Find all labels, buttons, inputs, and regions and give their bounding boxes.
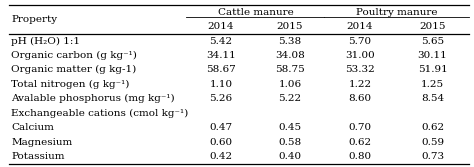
Text: Avalable phosphorus (mg kg⁻¹): Avalable phosphorus (mg kg⁻¹) (11, 94, 175, 103)
Text: Cattle manure: Cattle manure (218, 8, 293, 17)
Text: 34.08: 34.08 (275, 51, 305, 60)
Text: 0.62: 0.62 (348, 138, 372, 146)
Text: Potassium: Potassium (11, 152, 65, 161)
Text: 8.60: 8.60 (348, 94, 372, 103)
Text: Poultry manure: Poultry manure (356, 8, 438, 17)
Text: 0.70: 0.70 (348, 123, 372, 132)
Text: 0.45: 0.45 (278, 123, 301, 132)
Text: 5.26: 5.26 (210, 94, 233, 103)
Text: pH (H₂O) 1:1: pH (H₂O) 1:1 (11, 37, 81, 46)
Text: 0.42: 0.42 (210, 152, 233, 161)
Text: 0.58: 0.58 (278, 138, 301, 146)
Text: 58.67: 58.67 (206, 65, 236, 74)
Text: 5.22: 5.22 (278, 94, 301, 103)
Text: Calcium: Calcium (11, 123, 54, 132)
Text: Total nitrogen (g kg⁻¹): Total nitrogen (g kg⁻¹) (11, 80, 130, 89)
Text: 2014: 2014 (347, 22, 374, 31)
Text: Organic matter (g kg-1): Organic matter (g kg-1) (11, 65, 137, 74)
Text: 0.80: 0.80 (348, 152, 372, 161)
Text: 8.54: 8.54 (421, 94, 444, 103)
Text: 2015: 2015 (419, 22, 446, 31)
Text: 0.73: 0.73 (421, 152, 444, 161)
Text: 1.25: 1.25 (421, 80, 444, 89)
Text: 1.22: 1.22 (348, 80, 372, 89)
Text: 31.00: 31.00 (345, 51, 375, 60)
Text: 0.60: 0.60 (210, 138, 233, 146)
Text: 30.11: 30.11 (418, 51, 447, 60)
Text: Magnesium: Magnesium (11, 138, 73, 146)
Text: 34.11: 34.11 (206, 51, 236, 60)
Text: 1.10: 1.10 (210, 80, 233, 89)
Text: Property: Property (11, 15, 57, 24)
Text: 5.70: 5.70 (348, 37, 372, 46)
Text: 5.65: 5.65 (421, 37, 444, 46)
Text: Organic carbon (g kg⁻¹): Organic carbon (g kg⁻¹) (11, 51, 137, 60)
Text: 58.75: 58.75 (275, 65, 305, 74)
Text: 2015: 2015 (277, 22, 303, 31)
Text: 0.62: 0.62 (421, 123, 444, 132)
Text: 51.91: 51.91 (418, 65, 447, 74)
Text: Exchangeable cations (cmol kg⁻¹): Exchangeable cations (cmol kg⁻¹) (11, 109, 189, 118)
Text: 5.42: 5.42 (210, 37, 233, 46)
Text: 2014: 2014 (208, 22, 234, 31)
Text: 0.59: 0.59 (421, 138, 444, 146)
Text: 0.47: 0.47 (210, 123, 233, 132)
Text: 1.06: 1.06 (278, 80, 301, 89)
Text: 5.38: 5.38 (278, 37, 301, 46)
Text: 0.40: 0.40 (278, 152, 301, 161)
Text: 53.32: 53.32 (345, 65, 375, 74)
